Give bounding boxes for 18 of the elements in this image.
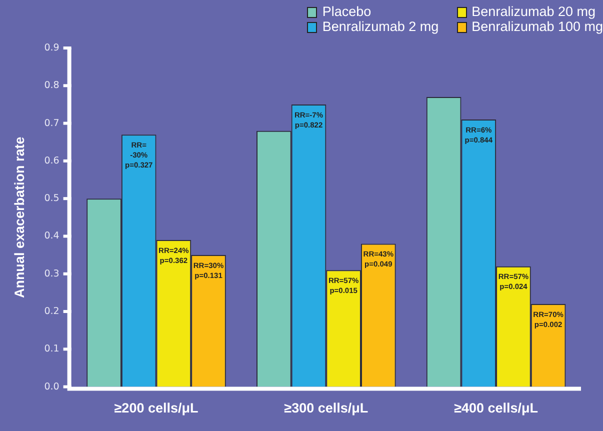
legend-label: Placebo — [322, 4, 372, 19]
x-tick-label: ≥300 cells/μL — [284, 400, 368, 416]
x-tick-label: ≥400 cells/μL — [454, 400, 538, 416]
y-tick-label: 0.4 — [44, 230, 60, 242]
y-tick-label: 0.5 — [44, 193, 60, 204]
y-tick-label: 0.3 — [44, 268, 60, 280]
y-tick-label: 0.8 — [44, 80, 60, 92]
y-tick-label: 0.6 — [44, 155, 60, 166]
x-tick-label: ≥200 cells/μL — [114, 400, 198, 416]
y-axis-title: Annual exacerbation rate — [12, 136, 27, 298]
y-tick-label: 0.2 — [44, 306, 60, 317]
legend-label: Benralizumab 100 mg — [472, 19, 603, 34]
y-tick-label: 0.7 — [44, 118, 60, 129]
y-tick-label: 0.9 — [44, 42, 60, 54]
legend-label: Benralizumab 2 mg — [322, 19, 439, 34]
y-tick-label: 0.0 — [44, 381, 60, 392]
legend-label: Benralizumab 20 mg — [472, 4, 596, 19]
y-tick-label: 0.1 — [44, 344, 60, 355]
